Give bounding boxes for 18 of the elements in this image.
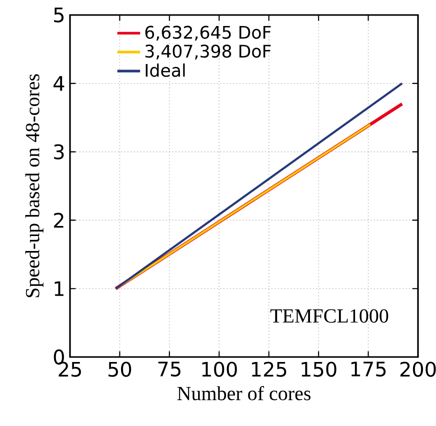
y-tick-label: 3 [54, 144, 64, 160]
x-tick-label: 125 [252, 362, 286, 377]
x-tick-label: 50 [108, 362, 132, 377]
y-tick-label: 5 [54, 8, 64, 22]
x-tick-label: 175 [351, 362, 386, 377]
x-tick-label: 75 [158, 362, 180, 377]
legend-label: Ideal [146, 63, 185, 77]
annotation: TEMFCL1000 [270, 309, 388, 323]
y-axis-title: Speed-up based on 48-cores [25, 74, 44, 298]
x-axis-title: Number of cores [177, 386, 310, 400]
x-tick-label: 100 [202, 362, 237, 377]
y-tick-label: 2 [54, 212, 64, 228]
y-tick-label: 1 [54, 281, 64, 296]
x-tick-label: 150 [302, 362, 336, 377]
y-tick-label: 4 [54, 76, 64, 91]
legend-label: 3,407,398 DoF [145, 44, 271, 60]
legend-label: 6,632,645 DoF [145, 26, 271, 41]
x-tick-label: 200 [400, 362, 436, 377]
